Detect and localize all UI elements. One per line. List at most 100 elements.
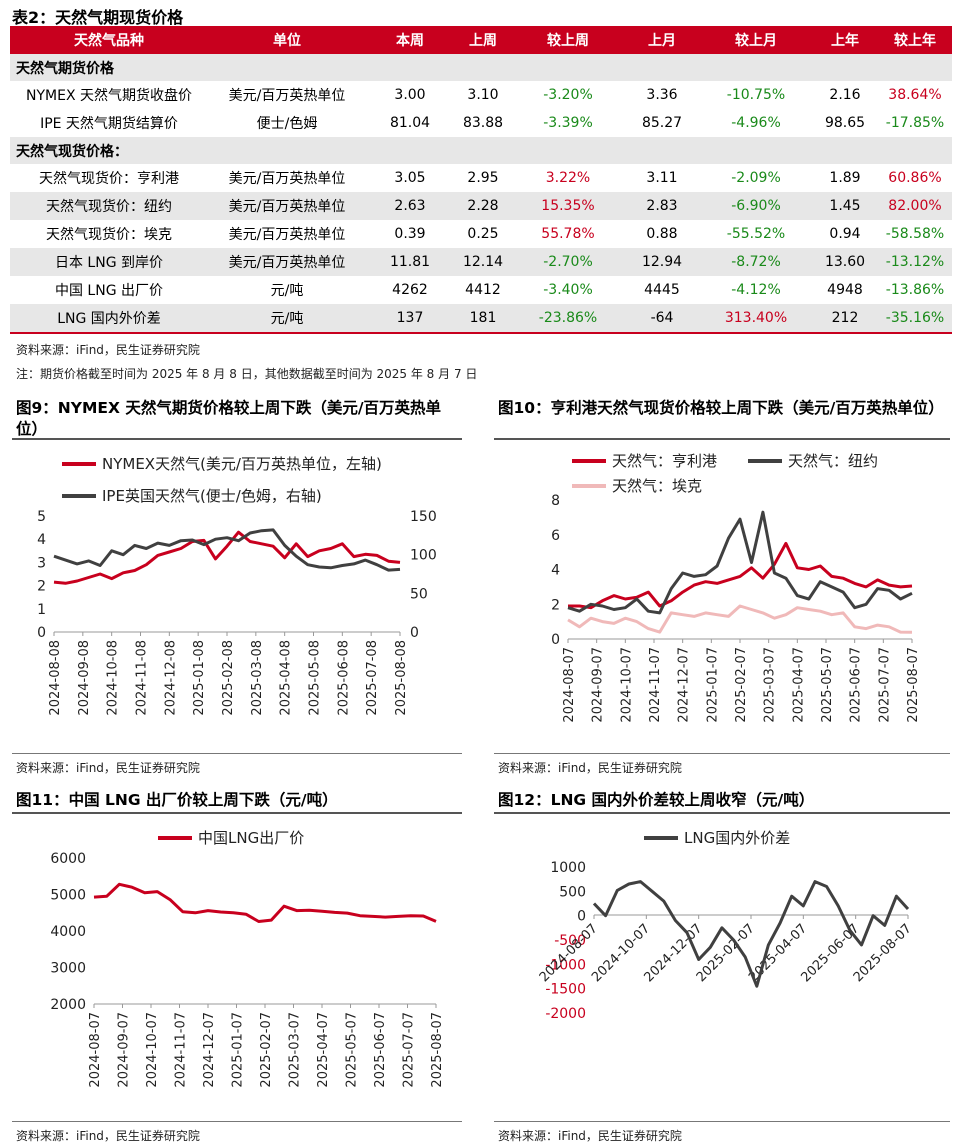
table-cell: 0.88 bbox=[646, 226, 678, 242]
table-cell: -55.52% bbox=[726, 226, 786, 242]
table-cell: -4.12% bbox=[731, 282, 781, 298]
table-cell: -4.96% bbox=[731, 115, 781, 131]
table-cell: 美元/百万英热单位 bbox=[228, 171, 346, 187]
x-tick-label: 2024-11-08 bbox=[135, 640, 150, 716]
x-tick-label: 2025-05-07 bbox=[820, 647, 835, 723]
fig9-foot bbox=[12, 753, 462, 754]
x-tick-label: 2024-10-08 bbox=[106, 640, 121, 716]
table-cell: 4412 bbox=[465, 282, 501, 298]
fig11-foot bbox=[12, 1121, 462, 1122]
table-title: 表2：天然气期现货价格 bbox=[12, 8, 184, 27]
table-cell: 55.78% bbox=[541, 226, 595, 242]
y2-tick-label: 150 bbox=[410, 509, 437, 525]
table-cell: 85.27 bbox=[641, 115, 683, 131]
table-header-cell: 上周 bbox=[454, 26, 512, 54]
x-tick-label: 2025-03-07 bbox=[763, 647, 778, 723]
x-tick-label: 2024-10-07 bbox=[619, 647, 634, 723]
x-tick-label: 2025-01-07 bbox=[231, 1012, 246, 1088]
fig9-rule bbox=[12, 438, 462, 440]
legend-label: LNG国内外价差 bbox=[684, 829, 790, 847]
x-tick-label: 2025-04-07 bbox=[791, 647, 806, 723]
table-cell: 2.16 bbox=[829, 87, 861, 103]
y-tick-label: 2 bbox=[551, 597, 560, 613]
section-label: 天然气期货价格 bbox=[10, 54, 952, 81]
y-tick-label: 4000 bbox=[50, 924, 86, 940]
table-cell: 313.40% bbox=[700, 304, 812, 334]
x-tick-label: 2025-04-07 bbox=[316, 1012, 331, 1088]
table-cell: NYMEX 天然气期货收盘价 bbox=[26, 88, 192, 104]
table-header-cell: 较上周 bbox=[512, 26, 624, 54]
table-cell: -23.86% bbox=[512, 304, 624, 334]
y-tick-label: 3000 bbox=[50, 961, 86, 977]
table-cell: 3.22% bbox=[545, 170, 591, 186]
series-line-1 bbox=[53, 530, 401, 585]
y-tick-label: 0 bbox=[577, 909, 586, 925]
table-cell: 0.25 bbox=[467, 226, 499, 242]
y2-tick-label: 100 bbox=[410, 548, 437, 564]
x-tick-label: 2024-09-07 bbox=[591, 647, 606, 723]
table-cell: 元/吨 bbox=[208, 304, 366, 334]
x-tick-label: 2024-12-07 bbox=[677, 647, 692, 723]
fig10-title: 图10：亨利港天然气现货价格较上周下跌（美元/百万英热单位） bbox=[498, 399, 944, 417]
x-tick-label: 2024-12-07 bbox=[202, 1012, 217, 1088]
fig12-chart: -2000-1500-1000-500050010002024-08-07202… bbox=[537, 829, 915, 1022]
table-cell: 美元/百万英热单位 bbox=[228, 88, 346, 104]
table-cell: 3.00 bbox=[394, 87, 426, 103]
table-cell: 4445 bbox=[644, 282, 680, 298]
table-cell: 15.35% bbox=[512, 192, 624, 220]
series-line-1 bbox=[568, 541, 913, 610]
table-cell: LNG 国内外价差 bbox=[10, 304, 208, 334]
series-line-1 bbox=[592, 880, 910, 988]
fig12-rule bbox=[494, 812, 950, 814]
fig10-source: 资料来源：iFind，民生证券研究院 bbox=[498, 761, 682, 775]
x-tick-label: 2024-10-07 bbox=[145, 1012, 160, 1088]
x-tick-label: 2025-03-08 bbox=[250, 640, 265, 716]
x-tick-label: 2025-01-08 bbox=[192, 640, 207, 716]
table-cell: 82.00% bbox=[878, 192, 952, 220]
y-tick-label: 0 bbox=[37, 625, 46, 641]
x-tick-label: 2024-11-07 bbox=[174, 1012, 189, 1088]
y-tick-label: 2000 bbox=[50, 997, 86, 1013]
x-tick-label: 2025-06-07 bbox=[849, 647, 864, 723]
table-cell: -8.72% bbox=[700, 248, 812, 276]
x-tick-label: 2024-09-07 bbox=[117, 1012, 132, 1088]
table-cell: 137 bbox=[366, 304, 454, 334]
table-cell: -13.12% bbox=[878, 248, 952, 276]
table-cell: 1.45 bbox=[812, 192, 878, 220]
table-cell: -17.85% bbox=[885, 115, 945, 131]
fig12-title: 图12：LNG 国内外价差较上周收窄（元/吨） bbox=[498, 791, 815, 809]
y-tick-label: 0 bbox=[551, 632, 560, 648]
y-tick-label: -2000 bbox=[545, 1006, 586, 1022]
table-cell: 美元/百万英热单位 bbox=[208, 248, 366, 276]
fig11-chart: 2000 3000 4000 5000 6000 2024-08-07 2024-09-07… bbox=[50, 829, 445, 1088]
y-tick-label: -1000 bbox=[545, 957, 586, 973]
y-tick-label: 4 bbox=[551, 563, 560, 579]
x-tick-label: 2024-11-07 bbox=[648, 647, 663, 723]
table-cell: 38.64% bbox=[888, 87, 942, 103]
table-row: 天然气现货价：埃克 美元/百万英热单位 0.39 0.25 55.78% 0.88 -55.… bbox=[10, 220, 952, 248]
x-tick-label: 2024-09-08 bbox=[77, 640, 92, 716]
legend-label: IPE英国天然气(便士/色姆，右轴) bbox=[102, 487, 322, 505]
table-cell: 4262 bbox=[392, 282, 428, 298]
x-tick-label: 2025-08-07 bbox=[430, 1012, 445, 1088]
table-cell: 日本 LNG 到岸价 bbox=[10, 248, 208, 276]
table-cell: 12.14 bbox=[454, 248, 512, 276]
table-cell: 天然气现货价：纽约 bbox=[10, 192, 208, 220]
y-tick-label: 1000 bbox=[550, 860, 586, 876]
table-cell: -13.86% bbox=[885, 282, 945, 298]
fig11-title: 图11：中国 LNG 出厂价较上周下跌（元/吨） bbox=[16, 791, 338, 809]
table-row: NYMEX 天然气期货收盘价 美元/百万英热单位 3.00 3.10 -3.20% 3.3… bbox=[10, 81, 952, 109]
legend-label: NYMEX天然气(美元/百万英热单位，左轴) bbox=[102, 455, 382, 473]
y-tick-label: -500 bbox=[554, 933, 586, 949]
y-tick-label: 2 bbox=[37, 579, 46, 595]
x-tick-label: 2025-07-07 bbox=[402, 1012, 417, 1088]
legend-label: 中国LNG出厂价 bbox=[198, 829, 304, 847]
table-cell: 美元/百万英热单位 bbox=[208, 192, 366, 220]
table-cell: 3.36 bbox=[646, 87, 678, 103]
table-cell: -10.75% bbox=[726, 87, 786, 103]
x-tick-label: 2025-06-07 bbox=[373, 1012, 388, 1088]
table-header-cell: 较上年 bbox=[878, 26, 952, 54]
fig10-rule bbox=[494, 438, 950, 440]
x-tick-label: 2025-05-08 bbox=[308, 640, 323, 716]
